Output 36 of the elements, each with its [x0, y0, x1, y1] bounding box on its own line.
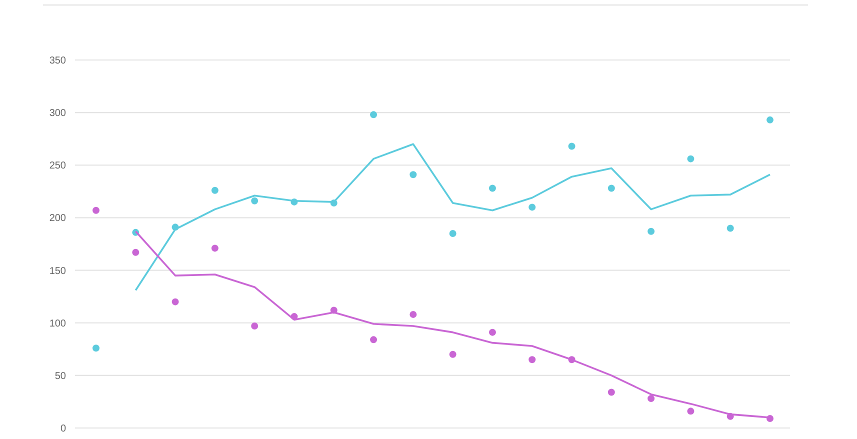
- point: [648, 395, 655, 402]
- y-tick-label: 200: [49, 213, 66, 224]
- point: [370, 111, 378, 118]
- point: [92, 206, 100, 214]
- point: [648, 228, 655, 235]
- point: [488, 328, 496, 336]
- point: [608, 388, 615, 396]
- point: [568, 142, 576, 150]
- point: [687, 408, 694, 415]
- point: [410, 171, 417, 178]
- point: [449, 350, 456, 358]
- point: [726, 224, 734, 232]
- line-series: [134, 143, 771, 292]
- y-tick-label: 300: [49, 108, 66, 120]
- point: [211, 244, 218, 252]
- point: [172, 298, 179, 306]
- point: [766, 116, 774, 124]
- point: [92, 344, 100, 352]
- point: [251, 197, 258, 204]
- point: [608, 184, 615, 192]
- point: [687, 155, 694, 162]
- y-tick-label: 100: [49, 318, 66, 330]
- point: [370, 336, 378, 344]
- point: [449, 230, 456, 237]
- point: [251, 322, 258, 330]
- y-tick-label: 50: [54, 370, 66, 382]
- y-tick-label: 250: [49, 160, 66, 172]
- point: [410, 310, 417, 318]
- point: [528, 204, 536, 211]
- y-tick-label: 150: [49, 266, 66, 277]
- point: [132, 248, 140, 256]
- point: [528, 356, 536, 364]
- y-tick-label: 350: [49, 56, 66, 66]
- point: [488, 184, 496, 192]
- y-tick-label: 0: [60, 424, 66, 434]
- point: [211, 186, 218, 194]
